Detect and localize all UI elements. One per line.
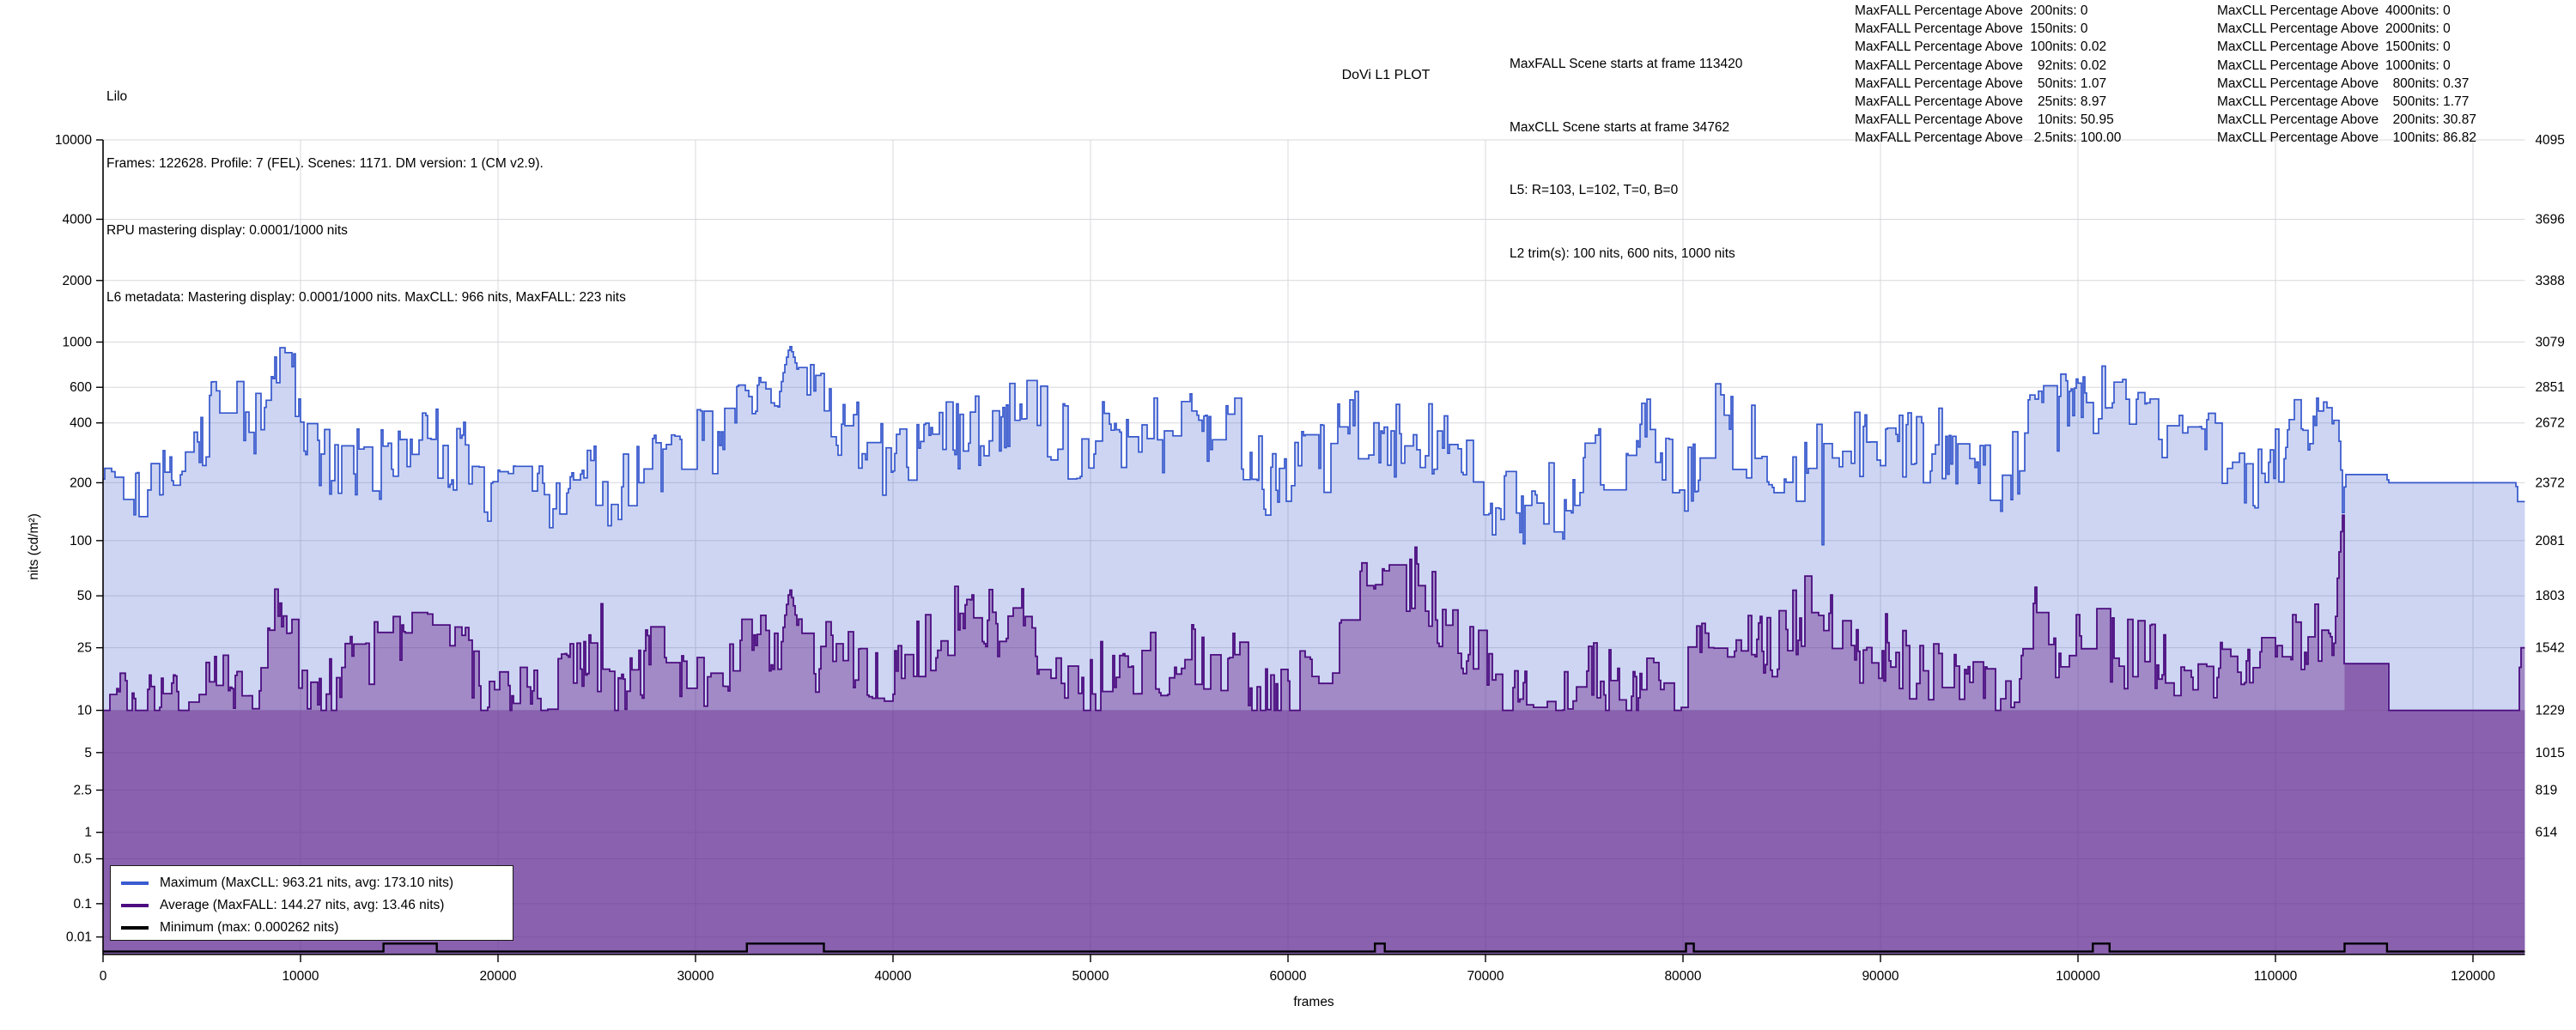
y-tick-label-nits: 1000 [63, 336, 93, 350]
x-tick-label: 110000 [2254, 969, 2298, 984]
y-tick-label-nits: 5 [84, 746, 92, 760]
l2-trims: L2 trim(s): 100 nits, 600 nits, 1000 nit… [1510, 245, 1735, 261]
y-tick-label-nits: 1 [84, 826, 92, 840]
maximum-line-swatch [121, 882, 149, 885]
l6-metadata: L6 metadata: Mastering display: 0.0001/1… [106, 290, 626, 305]
y-tick-label-pq: 1229 [2535, 704, 2564, 718]
y-axis-title: nits (cd/m²) [27, 513, 41, 580]
maxcll-scene-start: MaxCLL Scene starts at frame 34762 [1510, 119, 1730, 135]
legend-item-average: Average (MaxFALL: 144.27 nits, avg: 13.4… [121, 894, 504, 917]
y-tick-label-nits: 0.5 [73, 852, 92, 867]
l5-offsets: L5: R=103, L=102, T=0, B=0 [1510, 183, 1679, 197]
x-tick-label: 40000 [874, 969, 911, 984]
maxcll-percentages: MaxCLL Percentage Above 4000nits: 0 MaxCL… [2217, 2, 2476, 148]
maxcll-percentage-row: MaxCLL Percentage Above 4000nits: 0 [2217, 3, 2451, 18]
maxcll-percentage-row: MaxCLL Percentage Above 500nits: 1.77 [2217, 94, 2470, 110]
y-tick-label-pq: 3388 [2535, 274, 2564, 288]
y-tick-label-nits: 25 [77, 641, 92, 656]
y-tick-label-pq: 3696 [2535, 212, 2564, 227]
y-tick-label-pq: 4095 [2535, 133, 2564, 148]
maxfall-scene-start: MaxFALL Scene starts at frame 113420 [1510, 57, 1743, 71]
y-tick-label-nits: 600 [70, 380, 92, 395]
rpu-mastering-display: RPU mastering display: 0.0001/1000 nits [106, 223, 348, 238]
y-tick-label-nits: 400 [70, 416, 92, 431]
maxfall-percentage-row: MaxFALL Percentage Above 25nits: 8.97 [1855, 94, 2107, 110]
y-tick-label-nits: 200 [70, 476, 92, 490]
y-tick-label-pq: 2851 [2535, 380, 2564, 395]
y-tick-label-nits: 0.01 [66, 930, 92, 945]
y-tick-label-nits: 0.1 [73, 897, 92, 912]
y-tick-label-pq: 3079 [2535, 336, 2564, 350]
minimum-line-swatch [121, 926, 149, 930]
x-tick-label: 100000 [2056, 969, 2100, 984]
x-tick-label: 90000 [1862, 969, 1899, 984]
axis-layer [96, 139, 2525, 962]
x-tick-label: 30000 [677, 969, 714, 984]
y-tick-label-pq: 819 [2535, 784, 2557, 798]
average-series-line [103, 514, 2525, 712]
x-tick-label: 60000 [1269, 969, 1306, 984]
average-series-area [103, 515, 2525, 954]
x-tick-label: 80000 [1664, 969, 1701, 984]
series-layer [103, 345, 2525, 954]
maxcll-percentage-row: MaxCLL Percentage Above 100nits: 86.82 [2217, 130, 2476, 146]
maxfall-percentages: MaxFALL Percentage Above 200nits: 0 MaxFA… [1855, 2, 2121, 148]
x-tick-label: 10000 [282, 969, 319, 984]
y-tick-label-nits: 10000 [55, 133, 92, 148]
maxcll-percentage-row: MaxCLL Percentage Above 1000nits: 0 [2217, 58, 2451, 73]
y-tick-label-nits: 2.5 [73, 784, 92, 798]
maxcll-percentage-row: MaxCLL Percentage Above 200nits: 30.87 [2217, 112, 2476, 128]
x-tick-label: 70000 [1467, 969, 1504, 984]
legend-item-maximum: Maximum (MaxCLL: 963.21 nits, avg: 173.1… [121, 872, 504, 894]
y-tick-label-pq: 2081 [2535, 534, 2564, 548]
x-tick-label: 20000 [479, 969, 516, 984]
legend: Maximum (MaxCLL: 963.21 nits, avg: 173.1… [110, 865, 513, 941]
clip-frames-profile: Frames: 122628. Profile: 7 (FEL). Scenes… [106, 156, 544, 171]
y-tick-label-nits: 50 [77, 589, 93, 603]
y-tick-label-nits: 10 [77, 704, 93, 718]
y-tick-label-pq: 1803 [2535, 589, 2564, 603]
maximum-series-line [103, 345, 2525, 546]
maxcll-percentage-row: MaxCLL Percentage Above 1500nits: 0 [2217, 39, 2451, 55]
x-tick-label: 120000 [2451, 969, 2495, 984]
maxfall-percentage-row: MaxFALL Percentage Above 92nits: 0.02 [1855, 58, 2107, 73]
y-tick-label-pq: 2372 [2535, 476, 2564, 490]
maxfall-percentage-row: MaxFALL Percentage Above 100nits: 0.02 [1855, 39, 2107, 55]
y-tick-label-pq: 614 [2535, 826, 2557, 840]
clip-title: Lilo [106, 89, 128, 104]
x-tick-label: 0 [100, 969, 107, 984]
plot-title: DoVi L1 PLOT [1341, 68, 1431, 82]
y-tick-label-pq: 2672 [2535, 416, 2564, 431]
y-tick-label-pq: 1015 [2535, 746, 2564, 760]
maxfall-percentage-row: MaxFALL Percentage Above 10nits: 50.95 [1855, 112, 2114, 128]
average-floor-band [103, 663, 2525, 954]
legend-label-minimum: Minimum (max: 0.000262 nits) [160, 920, 339, 935]
maxfall-percentage-row: MaxFALL Percentage Above 150nits: 0 [1855, 21, 2088, 37]
minimum-series-line [103, 942, 2525, 953]
legend-item-minimum: Minimum (max: 0.000262 nits) [121, 917, 504, 939]
grid-layer [102, 139, 2525, 954]
maximum-series-area [103, 346, 2525, 954]
y-tick-label-pq: 1542 [2535, 641, 2564, 656]
y-tick-label-nits: 100 [70, 534, 92, 548]
maxfall-percentage-row: MaxFALL Percentage Above 50nits: 1.07 [1855, 76, 2107, 91]
x-axis-title: frames [1293, 995, 1334, 1009]
y-tick-label-nits: 4000 [63, 212, 93, 227]
x-tick-label: 50000 [1072, 969, 1109, 984]
maxcll-percentage-row: MaxCLL Percentage Above 2000nits: 0 [2217, 21, 2451, 37]
y-tick-label-nits: 2000 [63, 274, 93, 288]
maxfall-percentage-row: MaxFALL Percentage Above 2.5nits: 100.00 [1855, 130, 2122, 146]
maxcll-percentage-row: MaxCLL Percentage Above 800nits: 0.37 [2217, 76, 2470, 91]
average-line-swatch [121, 904, 149, 907]
scene-info-block: MaxFALL Scene starts at frame 113420 Max… [1510, 12, 1742, 306]
maxfall-percentage-row: MaxFALL Percentage Above 200nits: 0 [1855, 3, 2088, 18]
legend-label-maximum: Maximum (MaxCLL: 963.21 nits, avg: 173.1… [160, 876, 454, 890]
clip-info-block: Lilo Frames: 122628. Profile: 7 (FEL). S… [106, 41, 626, 354]
legend-label-average: Average (MaxFALL: 144.27 nits, avg: 13.4… [160, 898, 445, 912]
